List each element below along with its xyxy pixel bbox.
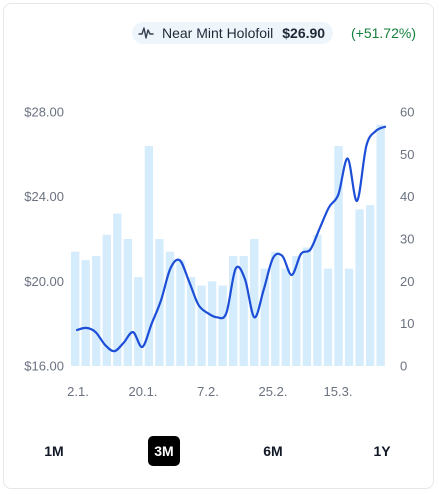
volume-bar	[165, 251, 175, 366]
x-tick-label: 20.1.	[129, 384, 158, 399]
volume-bar	[134, 277, 143, 366]
volume-bar	[323, 268, 333, 366]
volume-bar	[260, 268, 269, 366]
volume-bar	[292, 255, 301, 366]
volume-bar	[207, 281, 217, 366]
y-right-tick-label: 60	[400, 105, 414, 120]
price-chart: $16.00 $20.00 $24.00 $28.00 0 10 20 30 40 50 60 2…	[24, 105, 414, 400]
x-tick-label: 15.3.	[324, 384, 353, 399]
y-left-tick-label: $20.00	[24, 274, 64, 289]
volume-bar	[271, 251, 280, 366]
volume-bar	[344, 268, 354, 366]
volume-bars	[71, 124, 385, 366]
y-right-tick-label: 10	[400, 316, 414, 331]
volume-bar	[334, 145, 343, 366]
volume-bar	[229, 255, 238, 366]
volume-bar	[365, 205, 375, 366]
range-3m-button[interactable]: 3M	[148, 436, 180, 466]
volume-bar	[71, 251, 80, 366]
y-right-tick-label: 20	[400, 274, 414, 289]
volume-bar	[144, 145, 154, 366]
volume-bar	[355, 209, 364, 366]
y-right-tick-label: 40	[400, 189, 414, 204]
volume-bar	[250, 239, 259, 366]
y-right-tick-label: 0	[400, 359, 407, 374]
volume-bar	[302, 247, 312, 366]
y-right-tick-label: 30	[400, 232, 414, 247]
x-axis: 2.1. 20.1. 7.2. 25.2. 15.3.	[67, 384, 352, 399]
x-tick-label: 7.2.	[197, 384, 219, 399]
line-chart-icon	[138, 26, 154, 40]
volume-bar	[186, 277, 196, 366]
x-tick-label: 25.2.	[259, 384, 288, 399]
card-name: Near Mint Holofoil	[162, 25, 274, 41]
price-change: (+51.72%)	[351, 25, 416, 41]
current-price: $26.90	[282, 25, 326, 41]
right-axis: 0 10 20 30 40 50 60	[400, 105, 414, 374]
volume-bar	[376, 124, 385, 366]
y-left-tick-label: $16.00	[24, 359, 64, 374]
volume-bar	[313, 234, 322, 366]
y-left-tick-label: $24.00	[24, 189, 64, 204]
left-axis: $16.00 $20.00 $24.00 $28.00	[24, 105, 64, 374]
price-line-group	[75, 125, 387, 353]
series-legend[interactable]: Near Mint Holofoil $26.90	[132, 22, 334, 44]
x-tick-label: 2.1.	[67, 384, 89, 399]
volume-bar	[218, 285, 227, 366]
price-line	[75, 125, 387, 353]
range-1y-button[interactable]: 1Y	[373, 443, 391, 459]
y-right-tick-label: 50	[400, 147, 414, 162]
volume-bar	[176, 260, 185, 366]
volume-bar	[123, 239, 132, 366]
volume-bar	[197, 285, 206, 366]
volume-bar	[81, 260, 90, 366]
time-range-selector: 1M 3M 6M 1Y	[0, 436, 439, 466]
volume-bar	[281, 268, 290, 366]
volume-bar	[239, 255, 248, 366]
y-left-tick-label: $28.00	[24, 105, 64, 120]
range-6m-button[interactable]: 6M	[263, 443, 283, 459]
volume-bar	[113, 213, 122, 366]
range-1m-button[interactable]: 1M	[44, 443, 64, 459]
volume-bar	[102, 234, 111, 366]
volume-bar	[92, 255, 101, 366]
